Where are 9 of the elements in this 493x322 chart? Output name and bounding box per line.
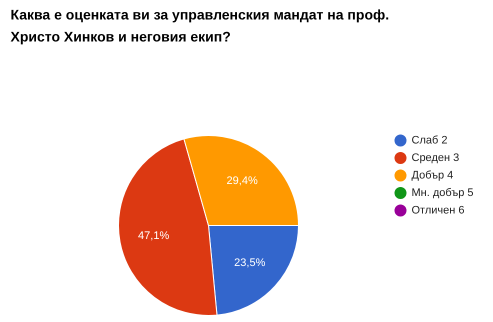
legend-label: Мн. добър 5 xyxy=(412,187,474,199)
chart-title: Каква е оценката ви за управленския мандат на проф. Христо Хинков и неговия екип? xyxy=(10,6,390,44)
legend-label: Среден 3 xyxy=(412,152,460,164)
data-label: 29,4% xyxy=(226,174,258,187)
legend-label: Отличен 6 xyxy=(412,204,465,216)
data-label: 23,5% xyxy=(234,257,266,270)
legend-label: Слаб 2 xyxy=(412,134,448,146)
legend-label: Добър 4 xyxy=(412,170,454,182)
data-label: 47,1% xyxy=(138,230,170,242)
